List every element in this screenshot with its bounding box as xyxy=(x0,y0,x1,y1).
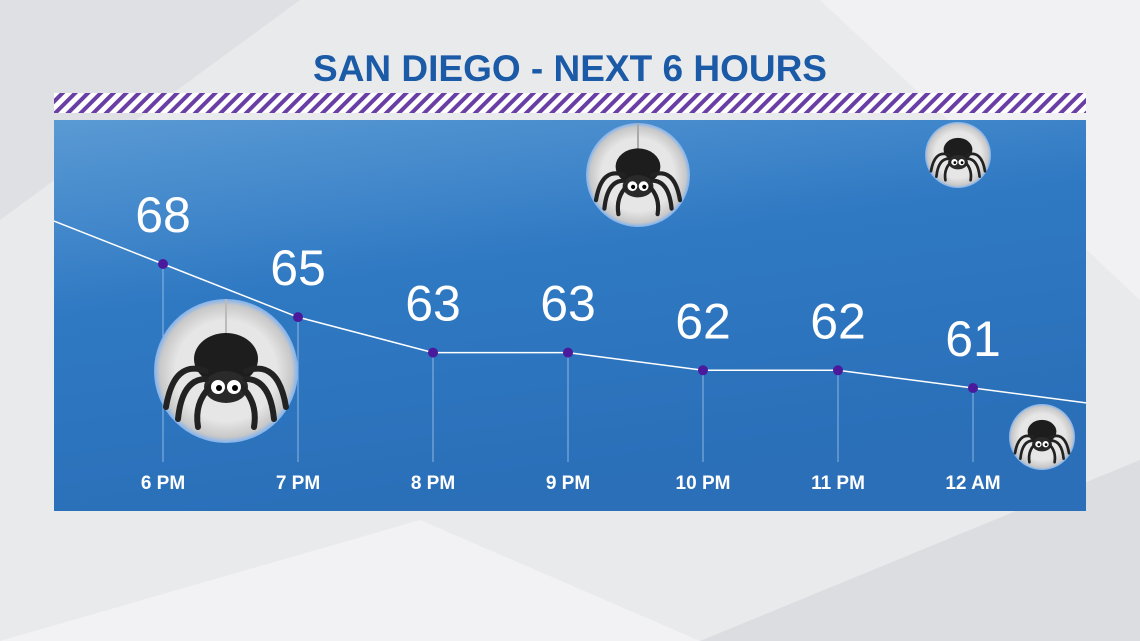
plot-area: 68 6 PM 65 7 PM 63 8 PM 63 9 PM 62 10 PM 62 11 PM 61… xyxy=(53,187,1087,494)
data-point xyxy=(833,365,843,376)
hatch-strip xyxy=(54,93,1086,113)
value-label: 68 xyxy=(135,187,191,243)
chart-title: SAN DIEGO - NEXT 6 HOURS xyxy=(313,48,827,89)
value-label: 63 xyxy=(405,276,461,332)
data-point xyxy=(968,383,978,393)
x-tick-label: 11 PM xyxy=(811,473,865,494)
line-extension xyxy=(53,220,164,265)
data-point xyxy=(428,347,438,358)
x-tick-label: 9 PM xyxy=(546,473,590,494)
line-extension xyxy=(972,387,1087,404)
value-label: 61 xyxy=(945,311,1001,367)
data-point xyxy=(698,365,708,376)
value-label: 62 xyxy=(675,293,731,349)
data-point xyxy=(158,259,168,269)
value-label: 65 xyxy=(270,240,326,296)
x-tick-label: 6 PM xyxy=(141,473,185,494)
x-tick-label: 7 PM xyxy=(276,473,320,494)
data-point xyxy=(293,312,303,323)
value-label: 63 xyxy=(540,276,596,332)
data-point xyxy=(563,347,573,358)
x-tick-label: 12 AM xyxy=(945,473,1000,494)
x-tick-label: 10 PM xyxy=(676,473,731,494)
value-label: 62 xyxy=(810,293,866,349)
x-tick-label: 8 PM xyxy=(411,473,455,494)
spider-decorations xyxy=(154,122,1075,470)
